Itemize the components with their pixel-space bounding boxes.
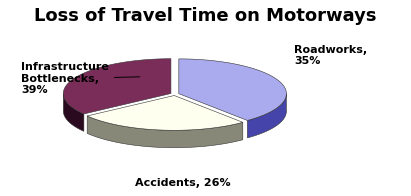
Text: Roadworks,
35%: Roadworks, 35% (294, 45, 367, 66)
Text: Loss of Travel Time on Motorways: Loss of Travel Time on Motorways (34, 7, 377, 25)
Polygon shape (63, 59, 171, 114)
Text: Infrastructure
Bottlenecks,
39%: Infrastructure Bottlenecks, 39% (21, 62, 140, 95)
Polygon shape (87, 116, 243, 148)
Polygon shape (179, 59, 286, 121)
Text: Accidents, 26%: Accidents, 26% (135, 178, 230, 188)
Polygon shape (87, 95, 243, 130)
Polygon shape (63, 93, 84, 131)
Polygon shape (247, 94, 286, 138)
